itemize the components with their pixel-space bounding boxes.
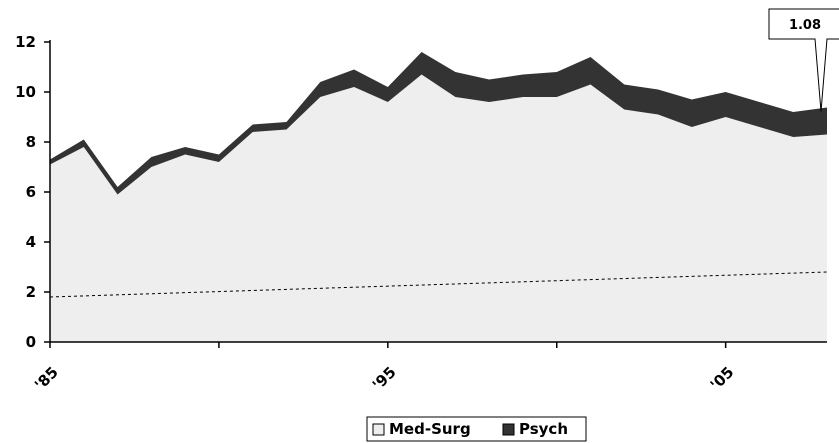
y-tick-label: 0 bbox=[26, 333, 36, 351]
legend-label-psych: Psych bbox=[519, 420, 568, 438]
legend-swatch-med-surg bbox=[372, 423, 385, 436]
legend-label-med-surg: Med-Surg bbox=[389, 420, 471, 438]
callout-value: 1.08 bbox=[789, 18, 821, 33]
y-tick-label: 2 bbox=[26, 283, 36, 301]
callout-layer: 1.08 bbox=[768, 8, 839, 112]
legend: Med-Surg Psych bbox=[366, 416, 587, 442]
y-tick-label: 12 bbox=[15, 33, 36, 51]
x-tick-label: '95 bbox=[369, 363, 400, 394]
legend-box bbox=[366, 416, 587, 442]
areas-layer bbox=[49, 52, 828, 342]
y-tick-label: 4 bbox=[26, 233, 36, 251]
area-psych bbox=[50, 52, 827, 195]
legend-swatch-psych bbox=[502, 423, 515, 436]
y-tick-label: 6 bbox=[26, 183, 36, 201]
callout-box bbox=[768, 8, 839, 112]
x-tick-label: '85 bbox=[31, 363, 62, 394]
y-tick-label: 10 bbox=[15, 83, 36, 101]
area-med-surg bbox=[50, 74, 827, 342]
y-tick-label: 8 bbox=[26, 133, 36, 151]
x-tick-label: '05 bbox=[707, 363, 738, 394]
